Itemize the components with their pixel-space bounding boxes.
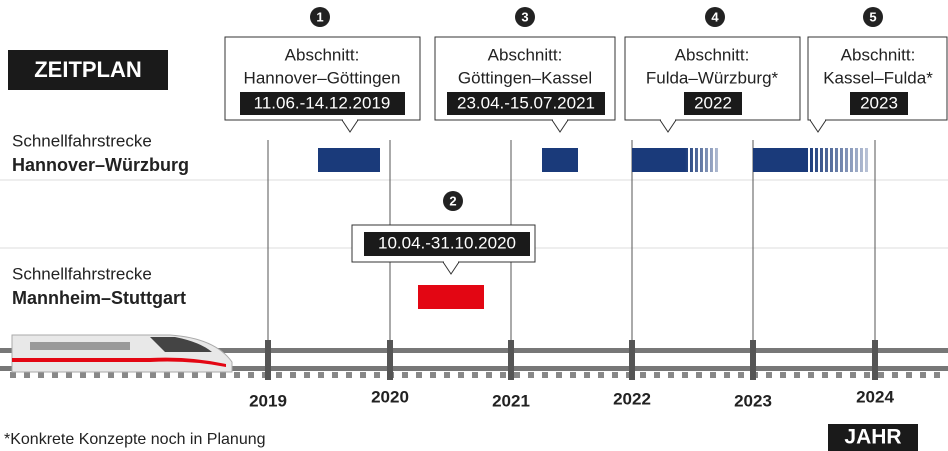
sleeper [668,372,674,378]
sleeper [346,372,352,378]
route-label: Schnellfahrstrecke [12,264,152,283]
sleeper [724,372,730,378]
sleeper [430,372,436,378]
sleeper [640,372,646,378]
section-dates: 11.06.-14.12.2019 [254,93,391,112]
sleeper [710,372,716,378]
sleeper [10,372,16,378]
sleeper [304,372,310,378]
sleeper [374,372,380,378]
route-name: Mannheim–Stuttgart [12,288,186,308]
section-dates: 23.04.-15.07.2021 [457,93,595,112]
sleeper [94,372,100,378]
sleeper [878,372,884,378]
year-label: 2021 [492,391,530,410]
sleeper [164,372,170,378]
sleeper [500,372,506,378]
sleeper [248,372,254,378]
sleeper [556,372,562,378]
sleeper [584,372,590,378]
section-label: Abschnitt: [488,45,563,64]
sleeper [528,372,534,378]
section-name: Kassel–Fulda* [823,68,933,87]
sleeper [514,372,520,378]
sleeper [66,372,72,378]
section-number: 3 [521,9,528,24]
sleeper [24,372,30,378]
sleeper [150,372,156,378]
year-label: 2020 [371,387,409,406]
sleeper [220,372,226,378]
footnote: *Konkrete Konzepte noch in Planung [4,431,266,448]
timeline: ZEITPLAN Schnellfahrstrecke Hannover–Wür… [0,0,948,451]
section-label: Abschnitt: [285,45,360,64]
sleeper [192,372,198,378]
sleeper [332,372,338,378]
sleeper [906,372,912,378]
section-name: Göttingen–Kassel [458,68,592,87]
title: ZEITPLAN [34,57,142,82]
sleeper [360,372,366,378]
sleeper [542,372,548,378]
sleeper [738,372,744,378]
section-name: Fulda–Würzburg* [646,68,779,87]
year-label: 2024 [856,387,894,406]
extra-number: 2 [449,193,456,208]
sleeper [178,372,184,378]
section-number: 4 [711,9,719,24]
sleeper [458,372,464,378]
sleeper [682,372,688,378]
sleeper [122,372,128,378]
sleeper [780,372,786,378]
extra-dates: 10.04.-31.10.2020 [378,233,516,252]
section-dates: 2022 [694,93,732,112]
sleeper [416,372,422,378]
year-label: 2019 [249,391,287,410]
sleeper [38,372,44,378]
sleeper [472,372,478,378]
sleeper [696,372,702,378]
sleeper [276,372,282,378]
sleeper [318,372,324,378]
sleeper [206,372,212,378]
sleeper [864,372,870,378]
sleeper [822,372,828,378]
section-name: Hannover–Göttingen [244,68,401,87]
section-label: Abschnitt: [841,45,916,64]
sleeper [598,372,604,378]
section-dates: 2023 [860,93,898,112]
route-label: Schnellfahrstrecke [12,131,152,150]
section-label: Abschnitt: [675,45,750,64]
sleeper [290,372,296,378]
sleeper [52,372,58,378]
sleeper [136,372,142,378]
sleeper [934,372,940,378]
year-label: 2023 [734,391,772,410]
sleeper [444,372,450,378]
sleeper [808,372,814,378]
axis-label: JAHR [844,426,901,449]
sleeper [836,372,842,378]
sleeper [794,372,800,378]
sleeper [570,372,576,378]
sleeper [766,372,772,378]
sleeper [486,372,492,378]
sleeper [850,372,856,378]
sleeper [402,372,408,378]
sleeper [892,372,898,378]
sleeper [920,372,926,378]
sleeper [612,372,618,378]
sleeper [108,372,114,378]
sleeper [80,372,86,378]
train [12,335,232,372]
section-number: 5 [869,9,876,24]
section-number: 1 [316,9,323,24]
year-label: 2022 [613,389,651,408]
sleeper [234,372,240,378]
route-name: Hannover–Würzburg [12,155,189,175]
sleeper [654,372,660,378]
